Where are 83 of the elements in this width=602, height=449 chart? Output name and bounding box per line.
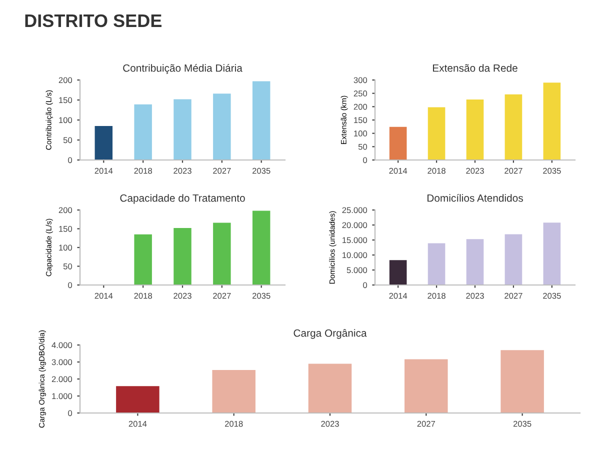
x-tick-label: 2023 [174,168,192,174]
x-tick-label: 2027 [417,420,436,427]
x-tick-label: 2035 [513,420,532,427]
x-tick-label: 2035 [252,168,270,174]
chart-title: Carga Orgânica [294,329,367,339]
bar [500,350,544,413]
y-tick-label: 0 [363,157,368,164]
y-tick-label: 20.000 [342,222,368,228]
x-tick-label: 2018 [428,292,446,299]
y-tick-label: 150 [59,97,72,104]
y-tick-label: 200 [58,77,72,84]
y-tick-label: 300 [354,77,368,84]
y-tick-label: 50 [63,137,72,144]
x-tick-label: 2023 [466,168,484,174]
y-tick-label: 25.000 [342,207,368,214]
bar [308,364,352,413]
text: DISTRITO SEDE [25,14,162,28]
chart-title: Domicílios Atendidos [428,194,523,202]
bar [389,126,407,160]
y-tick-label: 0 [363,282,368,288]
y-tick-label: 50 [358,144,368,150]
x-tick-label: 2018 [134,168,152,174]
y-tick-label: 100 [59,244,72,251]
bar [543,222,561,285]
chart-title: Extensão da Rede [433,64,518,72]
bar [428,243,446,285]
bar [116,386,160,413]
y-tick-label: 200 [58,207,72,214]
y-tick-label: 250 [354,90,368,96]
x-tick-label: 2035 [543,168,561,174]
y-tick-label: 4.000 [52,342,72,348]
x-tick-label: 2027 [213,292,231,299]
bar [504,234,522,285]
bar [466,239,484,285]
bar [389,260,407,285]
x-tick-label: 2023 [174,292,192,299]
bar [213,222,231,285]
y-tick-label: 200 [354,104,368,110]
x-tick-label: 2018 [134,292,152,299]
x-tick-label: 2014 [389,168,408,174]
y-tick-label: 150 [59,226,72,232]
x-tick-label: 2023 [466,292,484,299]
bar [174,99,192,160]
x-tick-label: 2027 [504,168,522,174]
y-tick-label: 50 [63,263,72,270]
x-tick-label: 2014 [94,292,113,299]
bar [212,370,256,413]
x-tick-label: 2035 [252,292,270,299]
y-tick-label: 5.000 [346,267,368,274]
y-tick-label: 1.000 [52,393,72,400]
y-tick-label: 0 [68,410,72,416]
chart-title: Contribuição Média Diária [123,64,242,74]
x-tick-label: 2018 [224,420,243,427]
y-tick-label: 15.000 [342,237,368,244]
bar [174,228,192,285]
bar [404,359,448,413]
bar [134,234,152,285]
y-tick-label: 100 [354,130,368,136]
y-tick-label: 0 [68,282,72,288]
x-tick-label: 2014 [94,168,113,174]
x-tick-label: 2018 [428,168,446,174]
bar [466,99,484,160]
bar [428,107,446,160]
x-tick-label: 2027 [213,168,231,174]
bar [252,210,270,285]
bar [543,82,561,160]
y-tick-label: 3.000 [52,359,72,366]
bar [252,81,270,160]
x-tick-label: 2027 [504,292,522,299]
bar [213,94,231,160]
y-tick-label: 0 [68,157,72,164]
bar [504,94,522,160]
chart-title: Capacidade do Tratamento [120,194,245,204]
y-tick-label: 150 [354,117,368,124]
y-tick-label: 10.000 [342,252,368,258]
x-tick-label: 2014 [128,420,147,427]
bar [94,126,113,160]
x-tick-label: 2014 [389,292,408,299]
y-tick-label: 100 [59,117,72,124]
x-tick-label: 2023 [321,420,339,427]
x-tick-label: 2035 [543,292,561,299]
bar [134,104,152,160]
y-tick-label: 2.000 [52,376,72,382]
